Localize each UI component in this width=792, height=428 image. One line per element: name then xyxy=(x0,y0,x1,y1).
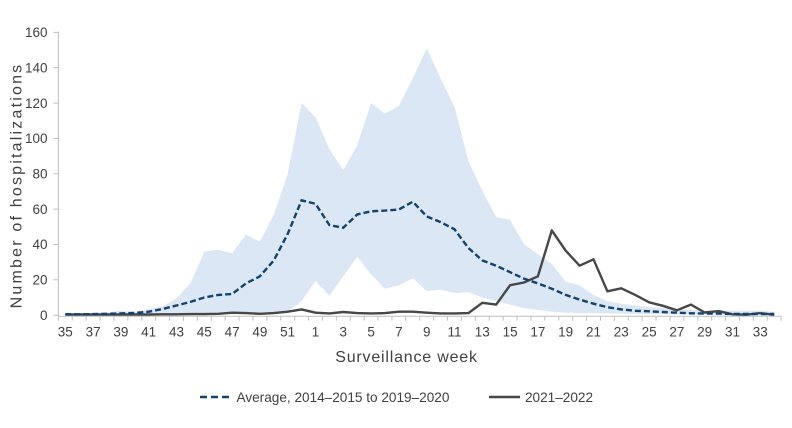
svg-text:11: 11 xyxy=(447,325,461,340)
svg-text:Number of hospitalizations: Number of hospitalizations xyxy=(9,63,26,309)
svg-text:13: 13 xyxy=(475,325,490,340)
svg-text:160: 160 xyxy=(25,25,48,40)
svg-text:Surveillance week: Surveillance week xyxy=(335,349,478,366)
svg-text:2021–2022: 2021–2022 xyxy=(525,390,593,405)
svg-text:47: 47 xyxy=(225,325,240,340)
svg-text:1: 1 xyxy=(312,325,320,340)
svg-text:39: 39 xyxy=(113,325,128,340)
svg-text:45: 45 xyxy=(197,325,212,340)
svg-text:9: 9 xyxy=(423,325,431,340)
svg-text:31: 31 xyxy=(725,325,740,340)
svg-text:23: 23 xyxy=(614,325,629,340)
svg-text:80: 80 xyxy=(32,167,47,182)
svg-text:33: 33 xyxy=(753,325,768,340)
svg-text:41: 41 xyxy=(141,325,156,340)
svg-text:17: 17 xyxy=(530,325,545,340)
svg-text:29: 29 xyxy=(697,325,712,340)
svg-text:40: 40 xyxy=(32,237,47,252)
svg-text:0: 0 xyxy=(40,308,48,323)
svg-text:27: 27 xyxy=(669,325,684,340)
svg-text:37: 37 xyxy=(86,325,101,340)
svg-text:60: 60 xyxy=(32,202,47,217)
svg-text:19: 19 xyxy=(558,325,573,340)
svg-text:43: 43 xyxy=(169,325,184,340)
svg-text:Average, 2014–2015 to 2019–202: Average, 2014–2015 to 2019–2020 xyxy=(237,390,450,405)
svg-text:5: 5 xyxy=(367,325,375,340)
svg-text:7: 7 xyxy=(395,325,403,340)
svg-text:15: 15 xyxy=(503,325,518,340)
svg-text:20: 20 xyxy=(32,273,47,288)
svg-text:100: 100 xyxy=(25,131,48,146)
svg-text:25: 25 xyxy=(642,325,657,340)
svg-text:3: 3 xyxy=(340,325,348,340)
svg-text:49: 49 xyxy=(252,325,267,340)
svg-text:120: 120 xyxy=(25,96,48,111)
svg-text:140: 140 xyxy=(25,60,48,75)
svg-text:21: 21 xyxy=(586,325,601,340)
svg-text:35: 35 xyxy=(58,325,73,340)
svg-text:51: 51 xyxy=(280,325,295,340)
